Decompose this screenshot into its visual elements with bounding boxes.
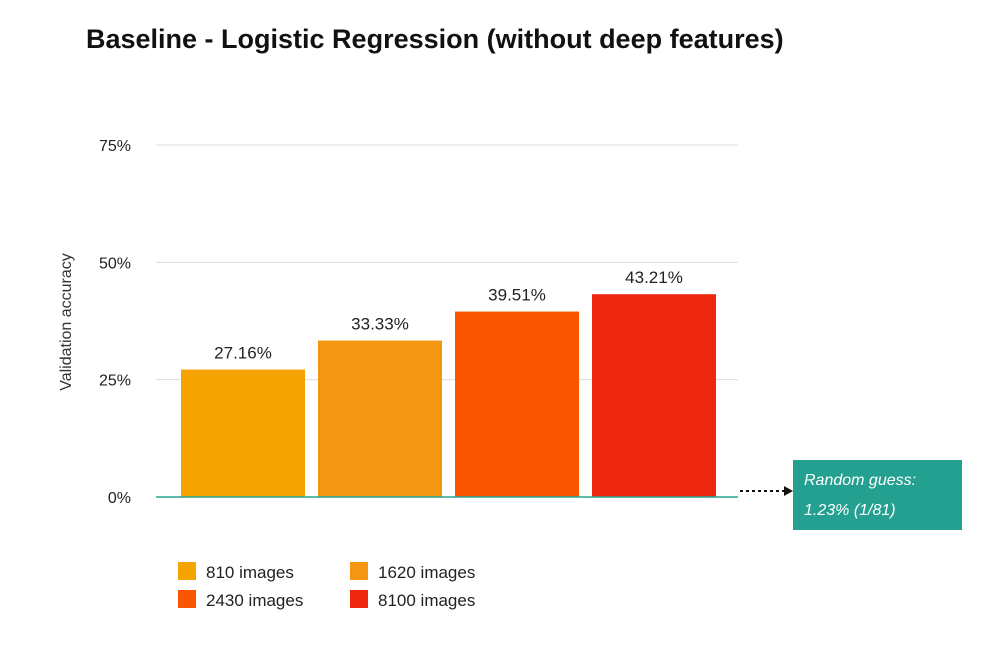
random-guess-annotation: Random guess: 1.23% (1/81) (740, 460, 962, 530)
bar (455, 311, 579, 497)
legend-label: 2430 images (206, 591, 303, 610)
y-axis-label: Validation accuracy (58, 253, 75, 391)
bars (181, 294, 716, 497)
annotation-arrowhead (784, 486, 793, 496)
annotation-line-1: Random guess: (804, 472, 916, 489)
legend-swatch (178, 562, 196, 580)
bar (318, 340, 442, 497)
y-tick-label: 0% (108, 490, 131, 507)
bar (181, 369, 305, 497)
y-tick-label: 75% (99, 138, 131, 155)
legend-label: 1620 images (378, 563, 475, 582)
bar-value-label: 27.16% (214, 344, 272, 363)
y-tick-labels: 0% 25% 50% 75% (99, 138, 131, 507)
bar-value-label: 43.21% (625, 268, 683, 287)
data-labels: 27.16% 33.33% 39.51% 43.21% (214, 268, 683, 362)
annotation-line-2: 1.23% (1/81) (804, 502, 896, 519)
bar-value-label: 33.33% (351, 315, 409, 334)
y-tick-label: 50% (99, 255, 131, 272)
bar-value-label: 39.51% (488, 286, 546, 305)
legend-label: 810 images (206, 563, 294, 582)
bar (592, 294, 716, 497)
legend-swatch (350, 562, 368, 580)
chart-title: Baseline - Logistic Regression (without … (86, 24, 784, 54)
annotation-box (793, 460, 962, 530)
legend-swatch (178, 590, 196, 608)
legend-swatch (350, 590, 368, 608)
legend-label: 8100 images (378, 591, 475, 610)
legend: 810 images 1620 images 2430 images 8100 ima… (178, 562, 475, 610)
y-tick-label: 25% (99, 373, 131, 390)
